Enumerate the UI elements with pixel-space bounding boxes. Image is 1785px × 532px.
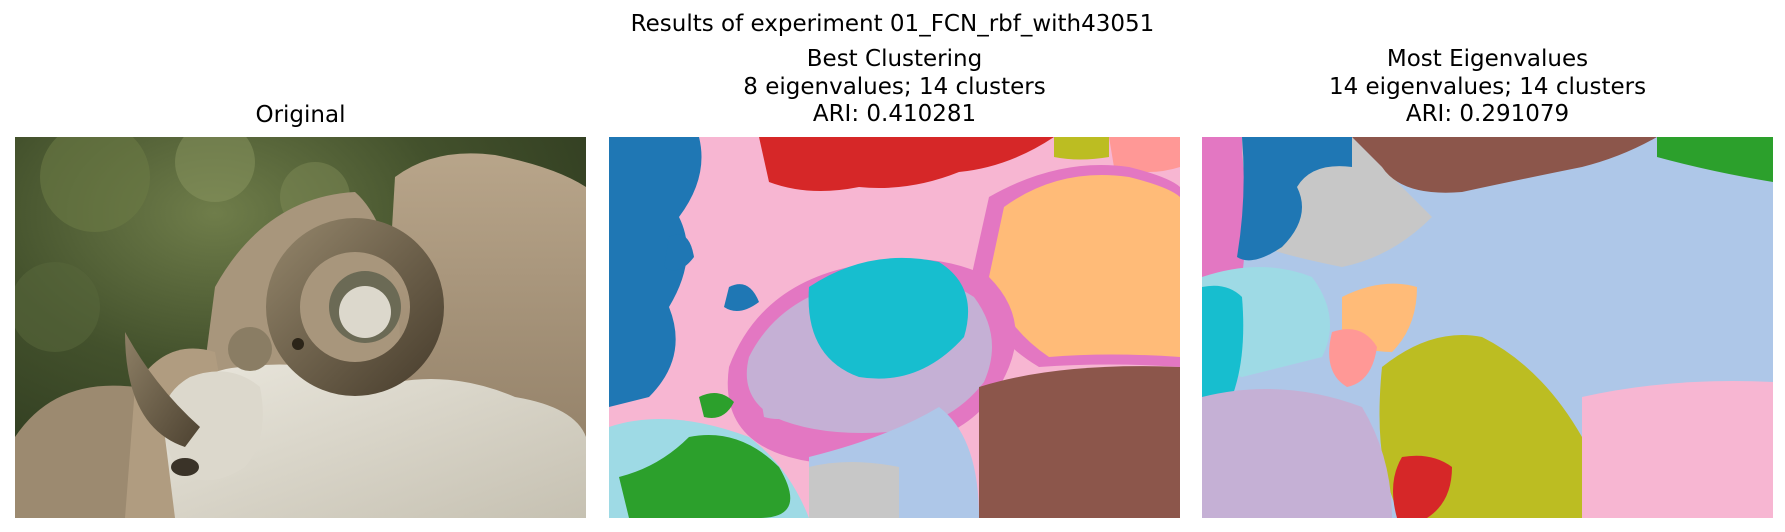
figure-title: Results of experiment 01_FCN_rbf_with430…: [630, 11, 1155, 37]
panel-title-best-clustering: Best Clustering 8 eigenvalues; 14 cluste…: [609, 46, 1180, 129]
panel-title-line: Most Eigenvalues: [1386, 46, 1589, 72]
best-clustering-map: [609, 137, 1180, 518]
original-image: [15, 137, 586, 518]
panel-title-line: 8 eigenvalues; 14 clusters: [743, 73, 1046, 100]
panel-title-line: Best Clustering: [806, 46, 983, 72]
panel-title-most-eigenvalues: Most Eigenvalues 14 eigenvalues; 14 clus…: [1202, 46, 1773, 129]
panel-title-line: Original: [255, 102, 346, 128]
most-eigenvalues-map: [1202, 137, 1773, 518]
panel-title-original: Original: [15, 102, 586, 130]
panel-title-line: ARI: 0.410281: [812, 101, 977, 127]
panel-title-line: 14 eigenvalues; 14 clusters: [1328, 73, 1647, 100]
panel-title-line: ARI: 0.291079: [1405, 101, 1570, 127]
